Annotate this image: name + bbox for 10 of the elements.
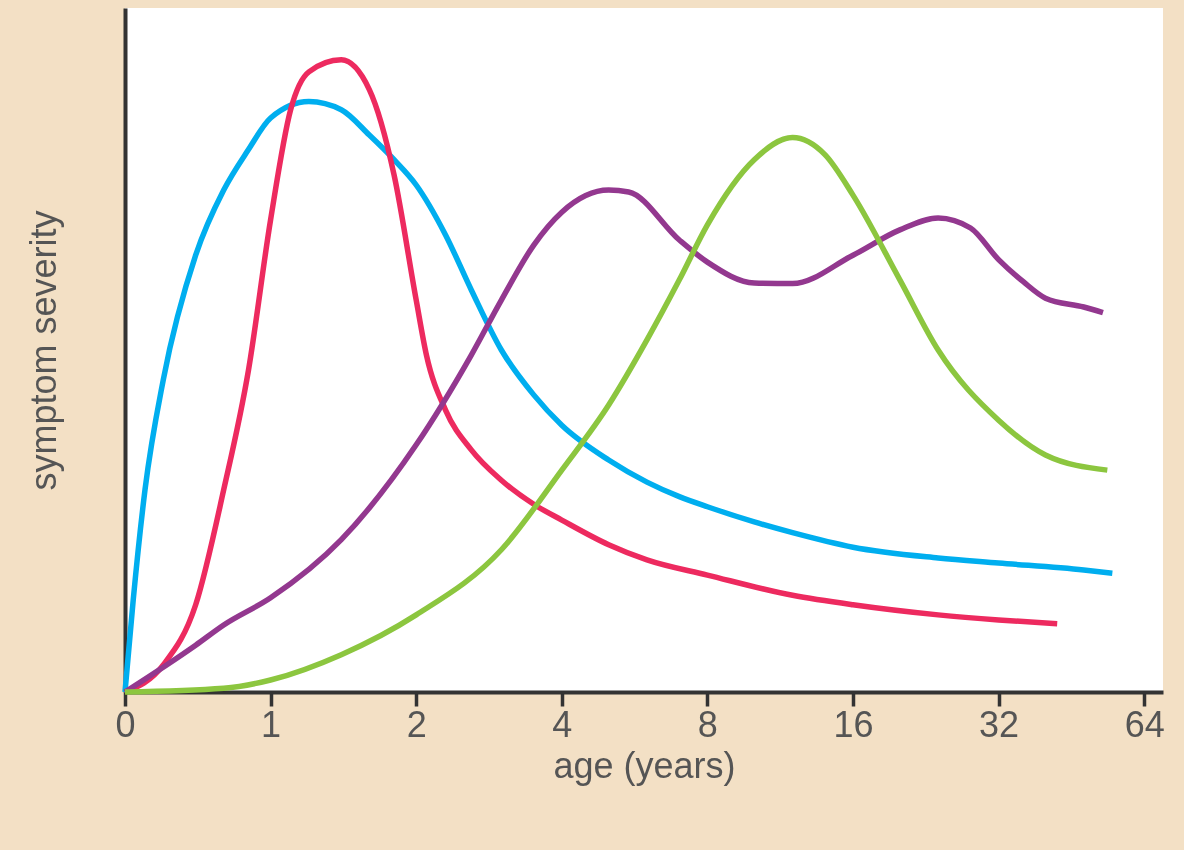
y-axis-title: symptom severity xyxy=(22,210,64,491)
x-tick-label: 2 xyxy=(406,703,427,745)
x-tick-label: 0 xyxy=(115,703,136,745)
x-axis-title: age (years) xyxy=(553,744,736,786)
x-tick-label: 1 xyxy=(261,703,282,745)
x-tick-label: 4 xyxy=(552,703,573,745)
x-tick-label: 64 xyxy=(1124,703,1165,745)
x-tick-label: 32 xyxy=(979,703,1020,745)
x-tick-label: 8 xyxy=(697,703,718,745)
x-tick-label: 16 xyxy=(833,703,874,745)
